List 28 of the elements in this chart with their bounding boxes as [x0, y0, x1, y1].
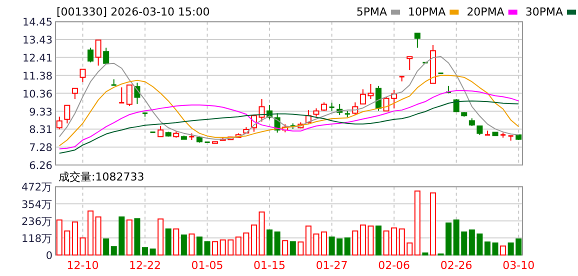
- x-tick-label: 01-27: [316, 259, 348, 272]
- y-tick-label: 7.28: [29, 142, 52, 154]
- y-tick-label: 354万: [21, 198, 52, 211]
- legend-label: 30PMA: [525, 6, 564, 19]
- y-tick-label: 13.43: [22, 34, 52, 47]
- y-tick-label: 8.31: [29, 124, 52, 136]
- chart-title: [001330] 2026-03-10 15:00: [56, 6, 210, 19]
- y-tick-label: 12.41: [22, 52, 52, 64]
- chart-title: 成交量:1082733: [58, 170, 144, 184]
- y-tick-label: 10.36: [22, 88, 53, 100]
- y-tick-label: 6.26: [29, 160, 53, 172]
- x-tick-label: 03-10: [502, 259, 535, 272]
- x-tick-label: 01-15: [254, 259, 286, 272]
- legend-label: 10PMA: [408, 6, 446, 19]
- x-tick-label: 12-22: [129, 259, 161, 272]
- x-tick-label: 02-06: [378, 259, 410, 272]
- x-tick-label: 02-26: [440, 259, 472, 272]
- y-tick-label: 14.45: [22, 16, 52, 29]
- legend-label: 5PMA: [356, 6, 388, 19]
- y-tick-label: 0: [46, 250, 52, 262]
- y-tick-label: 11.38: [22, 70, 52, 82]
- y-tick-label: 472万: [21, 182, 52, 194]
- legend-label: 20PMA: [466, 6, 505, 19]
- y-tick-label: 118万: [21, 232, 52, 245]
- y-tick-label: 236万: [21, 216, 52, 228]
- y-tick-label: 9.33: [29, 106, 52, 118]
- x-tick-label: 12-10: [66, 259, 99, 272]
- x-tick-label: 01-05: [191, 259, 224, 272]
